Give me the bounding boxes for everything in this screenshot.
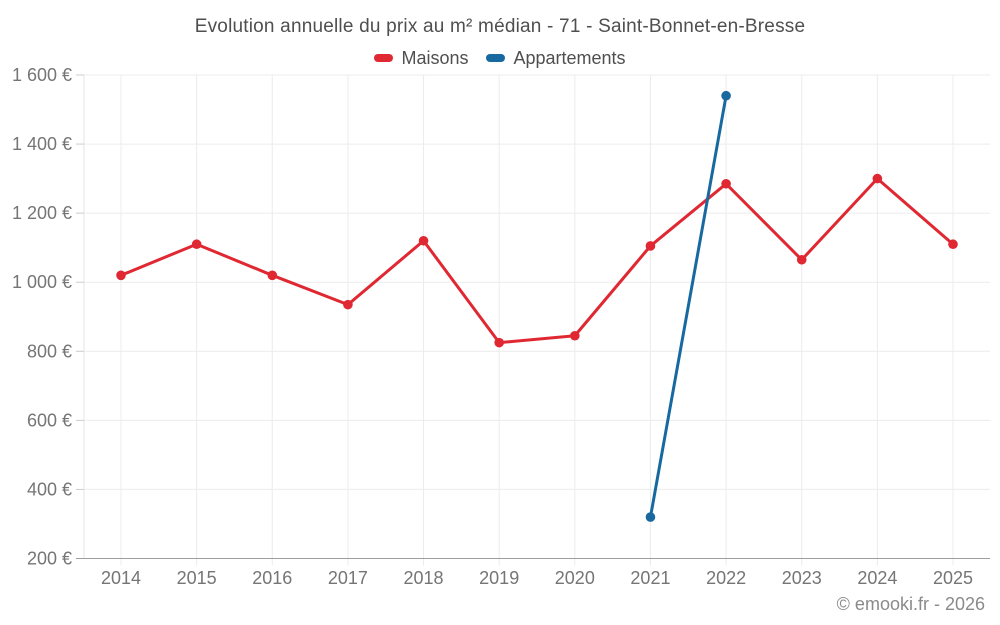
legend-label-appartements: Appartements: [513, 47, 626, 68]
y-axis-label: 1 600 €: [12, 65, 72, 85]
y-axis-label: 600 €: [27, 410, 72, 430]
y-axis-label: 1 000 €: [12, 272, 72, 292]
legend-swatch-maisons-icon: [374, 54, 394, 62]
legend-label-maisons: Maisons: [401, 47, 469, 68]
y-axis-label: 200 €: [27, 549, 72, 569]
data-point-maisons-2018[interactable]: [418, 235, 429, 246]
data-point-maisons-2017[interactable]: [343, 299, 353, 310]
legend-item-appartements[interactable]: Appartements: [486, 47, 626, 69]
series-line-appartements[interactable]: [648, 94, 728, 519]
chart-legend: Maisons Appartements: [0, 46, 1000, 70]
data-point-maisons-2023[interactable]: [796, 254, 807, 265]
data-point-maisons-2020[interactable]: [570, 330, 580, 341]
x-axis-label: 2021: [630, 568, 670, 588]
x-axis-label: 2015: [177, 568, 217, 588]
x-axis-label: 2024: [857, 568, 897, 588]
data-point-maisons-2015[interactable]: [191, 239, 202, 250]
y-axis-label: 1 400 €: [12, 134, 72, 154]
data-point-maisons-2014[interactable]: [116, 270, 126, 281]
data-point-appartements-2022[interactable]: [721, 90, 731, 101]
data-point-maisons-2024[interactable]: [872, 173, 883, 184]
y-axis-label: 800 €: [27, 341, 72, 361]
data-point-appartements-2021[interactable]: [645, 512, 656, 522]
x-axis-label: 2022: [706, 568, 746, 588]
legend-item-maisons[interactable]: Maisons: [374, 48, 468, 69]
x-axis-label: 2017: [328, 568, 368, 588]
data-point-maisons-2022[interactable]: [721, 178, 731, 189]
legend-swatch-appartements-icon: [486, 54, 506, 62]
series-line-maisons[interactable]: [119, 177, 955, 345]
chart-title: Evolution annuelle du prix au m² médian …: [194, 16, 806, 37]
x-axis-label: 2023: [782, 568, 822, 588]
x-axis-label: 2016: [252, 568, 292, 588]
data-point-maisons-2016[interactable]: [267, 270, 278, 281]
x-axis-label: 2019: [479, 568, 519, 588]
data-point-maisons-2021[interactable]: [645, 241, 656, 251]
x-axis-label: 2020: [555, 568, 595, 588]
y-axis-label: 1 200 €: [12, 203, 72, 223]
x-axis-label: 2014: [101, 568, 141, 588]
data-point-maisons-2019[interactable]: [494, 337, 504, 348]
y-axis-label: 400 €: [27, 479, 72, 499]
x-axis-label: 2018: [404, 568, 444, 588]
data-point-maisons-2025[interactable]: [948, 239, 958, 250]
x-axis-label: 2025: [933, 568, 973, 588]
copyright-footer: © emooki.fr - 2026: [836, 594, 985, 614]
